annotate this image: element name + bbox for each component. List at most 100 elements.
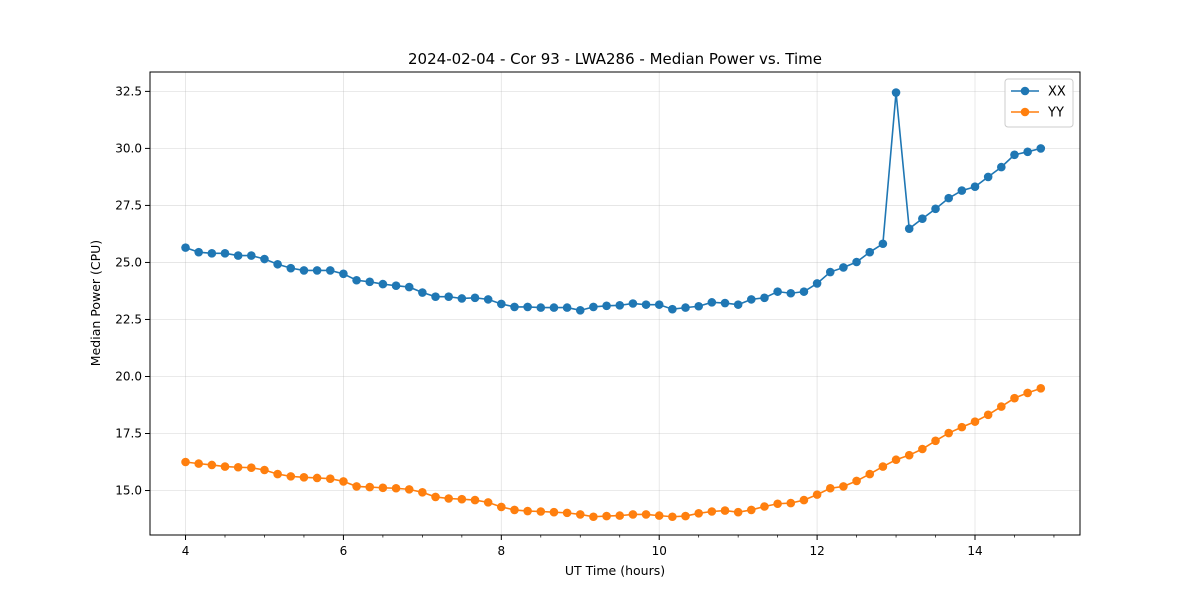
y-tick-label: 30.0	[115, 141, 142, 155]
data-point-xx	[615, 301, 625, 310]
data-point-xx	[510, 302, 519, 312]
data-point-yy	[852, 476, 861, 486]
data-point-xx	[378, 279, 388, 289]
data-point-yy	[575, 510, 585, 519]
data-point-xx	[470, 293, 480, 303]
data-point-xx	[536, 303, 546, 312]
data-point-xx	[404, 282, 414, 292]
data-point-yy	[247, 463, 256, 473]
data-point-yy	[207, 460, 217, 470]
data-point-yy	[181, 457, 190, 467]
data-point-yy	[891, 455, 901, 465]
data-point-xx	[747, 295, 756, 304]
data-point-yy	[720, 506, 730, 515]
data-point-xx	[628, 299, 638, 308]
data-point-yy	[404, 485, 414, 494]
data-point-xx	[418, 288, 427, 297]
data-point-yy	[786, 498, 796, 508]
plot-series	[181, 88, 1046, 522]
data-point-xx	[852, 257, 861, 267]
data-point-yy	[339, 477, 348, 486]
data-point-yy	[194, 459, 203, 468]
data-point-yy	[839, 482, 848, 491]
data-point-xx	[602, 301, 611, 311]
data-point-yy	[641, 510, 651, 519]
data-point-xx	[523, 302, 532, 312]
data-point-xx	[931, 204, 940, 214]
data-point-yy	[681, 511, 690, 521]
data-point-xx	[825, 267, 835, 277]
x-tick-label: 12	[809, 544, 824, 558]
data-point-yy	[812, 490, 822, 499]
data-point-yy	[760, 502, 769, 511]
y-tick-label: 15.0	[115, 484, 142, 498]
data-point-yy	[378, 483, 388, 493]
data-point-yy	[654, 511, 664, 520]
data-point-yy	[325, 474, 335, 483]
data-point-yy	[1023, 388, 1032, 398]
data-point-xx	[970, 182, 980, 192]
y-tick-label: 25.0	[115, 255, 142, 269]
data-point-yy	[747, 505, 756, 515]
y-tick-label: 22.5	[115, 312, 142, 326]
data-point-yy	[233, 462, 243, 472]
legend-label-yy: YY	[1047, 106, 1064, 121]
data-point-xx	[352, 275, 361, 285]
data-point-xx	[839, 263, 848, 272]
data-point-yy	[536, 507, 546, 516]
data-point-yy	[918, 444, 927, 454]
data-point-xx	[865, 247, 875, 257]
data-point-xx	[786, 288, 796, 298]
data-point-xx	[997, 162, 1006, 172]
data-point-xx	[220, 249, 230, 258]
data-point-xx	[707, 298, 717, 307]
data-point-xx	[812, 279, 822, 288]
data-point-xx	[260, 254, 269, 264]
legend: XX YY	[1004, 78, 1074, 128]
data-point-xx	[918, 214, 927, 223]
data-point-xx	[483, 295, 493, 304]
y-tick-label: 32.5	[115, 84, 142, 98]
data-point-yy	[825, 483, 835, 493]
y-tick-label: 27.5	[115, 198, 142, 212]
data-point-yy	[944, 428, 953, 438]
data-point-yy	[983, 410, 993, 420]
data-point-xx	[681, 303, 690, 312]
data-point-yy	[733, 507, 743, 517]
data-point-yy	[457, 494, 467, 504]
legend-label-xx: XX	[1048, 85, 1066, 100]
legend-marker-yy	[1020, 107, 1030, 117]
data-point-xx	[944, 193, 953, 203]
data-point-yy	[615, 511, 625, 520]
data-point-xx	[654, 300, 664, 309]
data-point-yy	[418, 488, 427, 497]
data-point-yy	[957, 422, 967, 432]
data-point-xx	[273, 259, 282, 269]
data-point-yy	[470, 495, 480, 505]
data-point-xx	[1023, 147, 1032, 157]
data-point-xx	[325, 266, 335, 275]
data-point-yy	[602, 511, 611, 521]
data-point-xx	[641, 300, 651, 309]
data-point-yy	[628, 510, 638, 519]
data-point-yy	[220, 462, 230, 471]
data-point-xx	[312, 266, 322, 275]
data-point-yy	[444, 494, 453, 503]
data-point-xx	[457, 294, 467, 303]
data-point-xx	[391, 281, 401, 291]
y-tick-label: 17.5	[115, 427, 142, 441]
data-point-yy	[286, 472, 296, 481]
data-point-yy	[1036, 384, 1046, 393]
data-point-xx	[589, 302, 598, 312]
data-point-xx	[286, 263, 296, 273]
data-point-yy	[694, 509, 703, 518]
data-point-yy	[997, 402, 1006, 411]
data-point-yy	[312, 473, 322, 483]
data-point-yy	[497, 502, 506, 512]
data-point-yy	[352, 482, 361, 491]
data-point-xx	[720, 298, 730, 308]
data-point-yy	[562, 508, 572, 518]
axis-ticks: 4 6 8 10 12 14 15.0 17.5 20.0 22.5 25.0 27.5 30.0 32.…	[115, 84, 1055, 558]
